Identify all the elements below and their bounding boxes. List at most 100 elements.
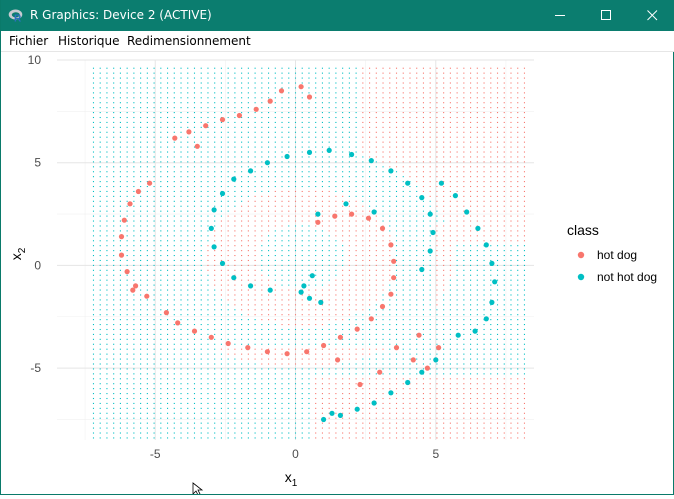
grid-cell [275,166,276,167]
grid-cell [470,359,471,360]
grid-cell [133,171,134,172]
grid-cell [510,166,511,167]
grid-cell [322,398,323,399]
grid-cell [477,245,478,246]
grid-cell [295,373,296,374]
grid-cell [100,368,101,369]
grid-cell [369,201,370,202]
grid-cell [409,344,410,345]
grid-cell [295,156,296,157]
grid-cell [261,112,262,113]
grid-cell [416,216,417,217]
maximize-button[interactable] [583,0,629,31]
grid-cell [517,255,518,256]
grid-cell [133,334,134,335]
grid-cell [147,314,148,315]
grid-cell [349,196,350,197]
grid-cell [214,181,215,182]
grid-cell [167,250,168,251]
grid-cell [295,196,296,197]
grid-cell [140,304,141,305]
grid-cell [207,413,208,414]
grid-cell [174,220,175,221]
grid-cell [241,334,242,335]
grid-cell [140,388,141,389]
grid-cell [362,359,363,360]
grid-cell [335,428,336,429]
grid-cell [241,181,242,182]
grid-cell [154,324,155,325]
grid-cell [504,280,505,281]
grid-cell [329,166,330,167]
grid-cell [214,329,215,330]
grid-cell [248,78,249,79]
grid-cell [194,97,195,98]
grid-cell [349,393,350,394]
grid-cell [403,201,404,202]
grid-cell [194,142,195,143]
grid-cell [288,403,289,404]
grid-cell [167,275,168,276]
grid-cell [214,437,215,438]
grid-cell [201,299,202,300]
grid-cell [133,196,134,197]
grid-cell [396,309,397,310]
grid-cell [147,196,148,197]
grid-cell [335,142,336,143]
close-button[interactable] [629,0,674,31]
grid-cell [127,206,128,207]
grid-cell [100,314,101,315]
grid-cell [261,156,262,157]
grid-cell [423,334,424,335]
grid-cell [315,171,316,172]
title-bar[interactable]: R R Graphics: Device 2 (ACTIVE) [1,0,674,31]
grid-cell [342,82,343,83]
menu-bar: Fichier Historique Redimensionnement [1,31,674,52]
grid-cell [100,142,101,143]
grid-cell [517,211,518,212]
grid-cell [416,344,417,345]
grid-cell [524,299,525,300]
grid-cell [382,147,383,148]
grid-cell [295,255,296,256]
grid-cell [315,388,316,389]
grid-cell [207,290,208,291]
grid-cell [221,354,222,355]
minimize-button[interactable] [537,0,583,31]
grid-cell [497,235,498,236]
grid-cell [93,428,94,429]
grid-cell [275,285,276,286]
grid-cell [389,403,390,404]
grid-cell [362,191,363,192]
grid-cell [463,102,464,103]
grid-cell [160,220,161,221]
grid-cell [497,423,498,424]
grid-cell [302,363,303,364]
grid-cell [322,354,323,355]
grid-cell [342,230,343,231]
grid-cell [268,428,269,429]
grid-cell [463,156,464,157]
grid-cell [234,265,235,266]
grid-cell [382,413,383,414]
grid-cell [517,319,518,320]
menu-historique[interactable]: Historique [58,34,120,48]
grid-cell [147,373,148,374]
grid-cell [127,186,128,187]
grid-cell [248,388,249,389]
grid-cell [436,245,437,246]
grid-cell [201,423,202,424]
grid-cell [127,137,128,138]
grid-cell [484,314,485,315]
grid-cell [187,112,188,113]
menu-fichier[interactable]: Fichier [9,34,48,48]
grid-cell [180,349,181,350]
grid-cell [180,309,181,310]
grid-cell [100,354,101,355]
grid-cell [154,270,155,271]
grid-cell [490,245,491,246]
grid-cell [470,196,471,197]
grid-cell [409,294,410,295]
menu-redimensionnement[interactable]: Redimensionnement [127,34,251,48]
grid-cell [497,398,498,399]
